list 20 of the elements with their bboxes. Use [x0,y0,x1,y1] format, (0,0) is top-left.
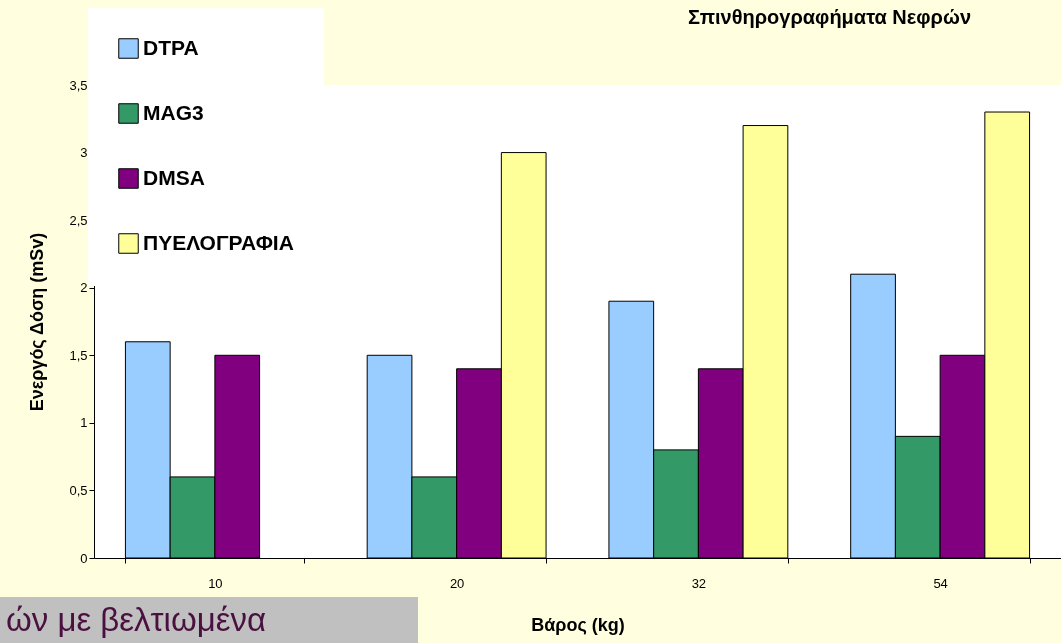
legend-label: DMSA [143,165,205,189]
y-tick-label: 3,5 [69,77,88,93]
y-axis-title: Ενεργός Δόση (mSv) [27,232,48,412]
text: ών με βελτιωμένα [0,597,418,643]
x-tick-label: 54 [933,575,948,591]
y-tick-label: 1,5 [69,347,88,363]
x-tick-label: 32 [691,575,707,591]
y-tick-label: 3 [80,145,88,161]
y-tick-label: 0,5 [69,482,88,498]
y-tick-label: 1 [80,415,88,431]
y-tick-label: 2,5 [69,212,88,228]
chart-title: Σπινθηρογραφήματα Νεφρών [688,6,971,28]
x-tick-label: 20 [449,575,465,591]
legend-label: MAG3 [143,100,204,124]
y-tick-label: 0 [80,550,88,566]
legend-label: DTPA [143,35,199,59]
y-tick-label: 2 [80,280,88,296]
x-tick-label: 10 [208,575,223,591]
x-axis-title: Βάρος (kg) [531,614,625,635]
legend-label: ΠΥΕΛΟΓΡΑΦΙΑ [143,230,294,254]
